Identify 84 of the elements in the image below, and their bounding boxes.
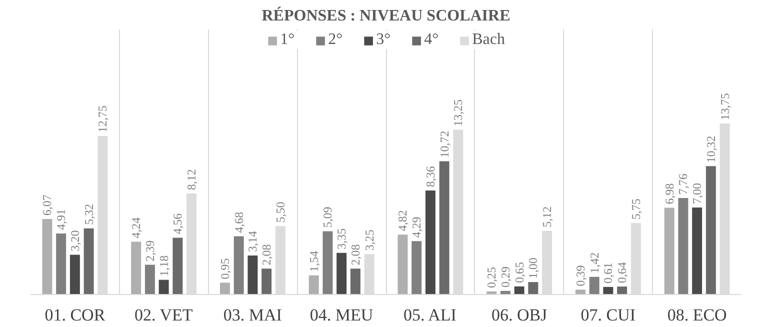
data-label: 2,08 (348, 244, 362, 266)
data-label: 1,54 (306, 250, 321, 272)
bar (322, 231, 333, 294)
bar (528, 282, 538, 294)
bar (144, 264, 155, 294)
data-label: 4,24 (129, 217, 144, 238)
x-tick-label: 03. MAI (223, 306, 282, 324)
data-label: 1,18 (156, 255, 171, 276)
data-label: 0,61 (601, 262, 616, 284)
bar (439, 161, 450, 294)
data-label: 13,25 (451, 99, 466, 126)
data-label: 5,12 (540, 206, 554, 228)
data-label: 4,56 (170, 213, 185, 234)
bar (603, 286, 614, 294)
data-label: 5,09 (320, 206, 335, 228)
bar (398, 234, 408, 294)
x-tick-label: 01. COR (44, 306, 106, 324)
data-label: 7,76 (676, 174, 690, 195)
bar (131, 242, 142, 294)
bar (248, 255, 258, 294)
bar (412, 241, 422, 294)
data-label: 6,98 (662, 183, 676, 204)
data-label: 5,32 (82, 204, 96, 225)
legend-label: 3° (376, 31, 392, 49)
data-label: 0,29 (498, 266, 512, 288)
data-label: 12,75 (96, 106, 110, 133)
x-tick-label: 04. MEU (310, 306, 374, 324)
bar (678, 198, 688, 294)
bar (514, 286, 524, 294)
data-label: 10,72 (437, 130, 452, 158)
bar (70, 254, 80, 294)
bar (350, 268, 360, 294)
bar (262, 268, 272, 294)
legend-label: 2° (328, 31, 344, 49)
chart-title: RÉPONSES : NIVEAU SCOLAIRE (262, 6, 510, 24)
x-tick-label: 08. ECO (667, 306, 727, 324)
data-label: 4,29 (410, 216, 424, 238)
data-label: 1,00 (526, 258, 540, 279)
data-label: 4,68 (232, 212, 246, 233)
bar (308, 275, 319, 294)
legend-label: 1° (280, 31, 296, 49)
data-label: 7,00 (690, 183, 704, 204)
data-label: 5,50 (273, 202, 288, 223)
data-label: 1,42 (587, 252, 602, 274)
x-tick-label: 07. CUI (580, 306, 636, 324)
data-label: 6,07 (40, 194, 54, 216)
data-label: 4,82 (396, 210, 410, 232)
x-tick-label: 02. VET (134, 306, 194, 324)
bar (84, 228, 94, 294)
bar (220, 282, 230, 294)
bar (575, 290, 586, 294)
x-tick-label: 06. OBJ (491, 306, 548, 324)
data-label: 0,64 (615, 262, 630, 284)
legend-label: Bach (472, 31, 505, 49)
bar (172, 238, 183, 294)
bar (158, 280, 169, 294)
bar (664, 208, 674, 294)
data-label: 3,14 (246, 231, 260, 252)
data-label: 3,20 (68, 230, 82, 252)
data-label: 5,75 (628, 198, 643, 220)
data-label: 0,95 (218, 258, 232, 280)
bar (336, 252, 347, 294)
data-label: 13,75 (718, 93, 732, 120)
data-label: 0,39 (573, 265, 588, 286)
bar (425, 190, 436, 294)
data-label: 3,35 (334, 228, 349, 250)
bar (617, 286, 628, 294)
data-label: 8,12 (184, 169, 199, 190)
bar (706, 166, 716, 294)
data-label: 10,32 (704, 136, 718, 163)
data-label: 2,39 (142, 240, 157, 262)
bar (234, 236, 244, 294)
data-label: 3,25 (362, 230, 376, 251)
data-label: 8,36 (423, 166, 438, 188)
bar (42, 219, 52, 294)
bar (589, 276, 600, 294)
data-label: 0,65 (512, 262, 526, 283)
data-label: 0,25 (484, 266, 499, 288)
bar (692, 207, 702, 294)
data-label: 4,91 (54, 209, 68, 230)
x-tick-label: 05. ALI (404, 306, 457, 324)
bar (56, 233, 66, 294)
data-label: 2,08 (260, 244, 274, 266)
legend-label: 4° (424, 31, 440, 49)
